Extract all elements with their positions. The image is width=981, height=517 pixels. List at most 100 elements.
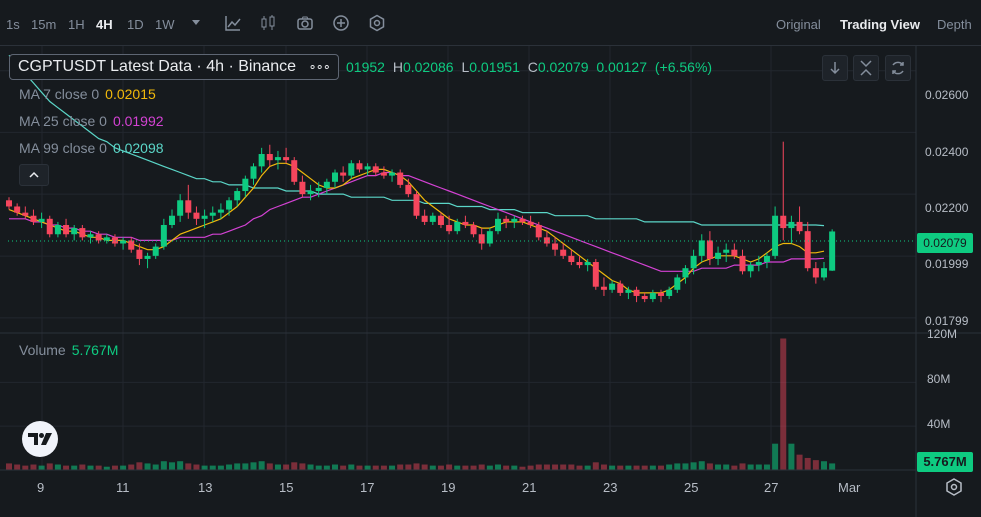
chart-type-icon[interactable]: [259, 14, 277, 32]
price-tick: 0.01799: [925, 314, 969, 328]
candle-body: [511, 218, 518, 222]
volume-bar: [617, 465, 624, 470]
candle-body: [568, 255, 575, 263]
time-tick: 19: [441, 480, 456, 495]
volume-bar: [600, 464, 607, 470]
time-tick: 25: [684, 480, 699, 495]
volume-bar: [780, 338, 787, 470]
volume-bar: [560, 464, 567, 470]
volume-bar: [576, 465, 583, 470]
low-label: L: [461, 59, 470, 75]
reset-button[interactable]: [885, 55, 911, 81]
volume-bar: [14, 464, 21, 470]
current-price-tag: 0.02079: [917, 233, 973, 253]
candle-body: [266, 154, 273, 161]
volume-bar: [71, 465, 78, 470]
settings-icon[interactable]: [368, 14, 386, 32]
candle-body: [552, 243, 559, 250]
volume-bar: [723, 464, 730, 470]
candle-body: [421, 215, 428, 222]
volume-tick: 40M: [927, 417, 951, 431]
candle-body: [666, 289, 673, 296]
candle-body: [437, 215, 444, 225]
candle-body: [372, 166, 379, 173]
ma7-line: [8, 162, 825, 294]
arrow-down-icon: [830, 62, 840, 75]
volume-bar: [185, 463, 192, 470]
view-original[interactable]: Original: [776, 17, 821, 32]
candle-body: [804, 231, 811, 269]
volume-bar: [812, 460, 819, 470]
timeframe-4h[interactable]: 4H: [96, 17, 113, 32]
camera-icon[interactable]: [296, 14, 314, 32]
view-trading-view[interactable]: Trading View: [840, 17, 920, 32]
price-tick: 0.02600: [925, 88, 969, 102]
candle-body: [723, 249, 730, 253]
indicators-icon[interactable]: [224, 14, 242, 32]
candle-body: [234, 191, 241, 201]
ma7-legend[interactable]: MA 7 close 0 0.02015: [19, 86, 156, 102]
timeframe-dropdown-icon[interactable]: [189, 15, 207, 33]
time-tick: 13: [198, 480, 213, 495]
candle-body: [283, 157, 290, 161]
candle-body: [169, 215, 175, 225]
volume-bar: [804, 457, 811, 470]
volume-bar: [543, 464, 550, 470]
candle-body: [682, 268, 689, 278]
price-chart[interactable]: [0, 46, 981, 517]
candle-body: [609, 283, 616, 290]
volume-bar: [552, 464, 559, 470]
volume-bar: [30, 464, 37, 470]
candle-body: [226, 200, 233, 210]
timeframe-1d[interactable]: 1D: [127, 17, 144, 32]
chart-settings-icon[interactable]: [944, 477, 964, 497]
volume-bar: [364, 465, 371, 470]
volume-bar: [307, 464, 314, 470]
download-button[interactable]: [822, 55, 848, 81]
time-tick: 11: [116, 480, 130, 495]
candle-body: [690, 255, 697, 269]
volume-bar: [421, 464, 428, 470]
volume-bar: [478, 464, 485, 470]
candle-body: [258, 154, 265, 167]
ma25-legend[interactable]: MA 25 close 0 0.01992: [19, 113, 164, 129]
collapse-legend-button[interactable]: [19, 164, 49, 186]
volume-bar: [323, 465, 330, 470]
time-tick: 21: [522, 480, 537, 495]
candle-body: [543, 237, 550, 244]
timeframe-1w[interactable]: 1W: [155, 17, 175, 32]
volume-bar: [144, 463, 151, 470]
volume-bar: [568, 464, 575, 470]
candle-body: [250, 166, 257, 179]
legend-more-icon[interactable]: ∘∘∘: [308, 59, 331, 74]
volume-tick: 120M: [927, 327, 958, 341]
timeframe-1s[interactable]: 1s: [6, 17, 20, 32]
volume-bar: [332, 464, 338, 470]
candle-body: [462, 221, 469, 225]
volume-bar: [429, 465, 436, 470]
volume-bar: [739, 463, 746, 470]
add-icon[interactable]: [332, 14, 350, 32]
candle-body: [658, 292, 664, 296]
volume-bar: [658, 465, 664, 470]
volume-bar: [641, 465, 648, 470]
volume-bar: [79, 464, 86, 470]
candle-body: [136, 249, 143, 259]
candle-body: [348, 163, 355, 176]
timeframe-15m[interactable]: 15m: [31, 17, 57, 32]
close-value: 0.02079: [537, 59, 589, 75]
timeframe-1h[interactable]: 1H: [68, 17, 85, 32]
volume-bar: [111, 465, 118, 470]
fullscreen-button[interactable]: [853, 55, 879, 81]
view-depth[interactable]: Depth: [937, 17, 972, 32]
tradingview-logo[interactable]: [22, 421, 58, 457]
volume-bar: [234, 463, 241, 470]
candle-body: [576, 262, 583, 266]
ma99-legend[interactable]: MA 99 close 0 0.02098: [19, 140, 164, 156]
symbol-legend[interactable]: CGPTUSDT Latest Data · 4h · Binance ∘∘∘: [9, 54, 339, 80]
candle-body: [698, 240, 705, 256]
candle-body: [340, 172, 347, 176]
change-percent: (+6.56%): [654, 59, 713, 75]
time-tick: 23: [603, 480, 618, 495]
candle-body: [788, 221, 795, 229]
